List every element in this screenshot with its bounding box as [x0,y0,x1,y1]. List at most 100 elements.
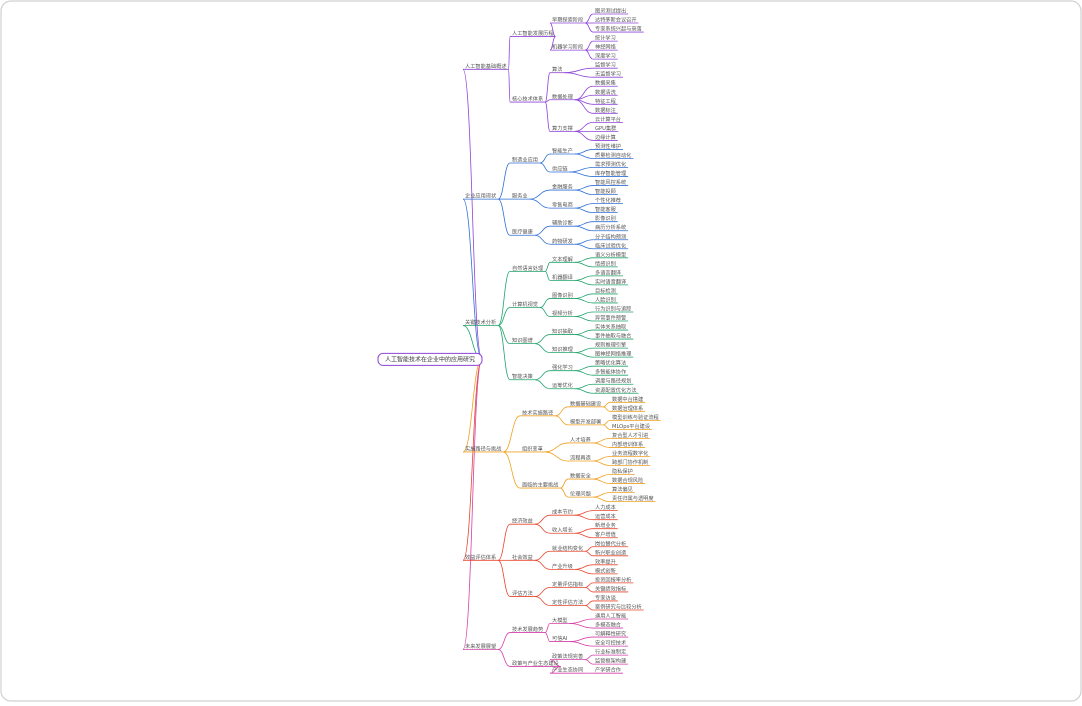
node-label: 数据处理 [552,92,574,100]
leaf-label: 特征工程 [595,97,616,105]
connector [539,298,551,308]
leaf-label: 模型训练与验证流程 [612,413,659,421]
leaf-label: 新增业务 [595,521,616,529]
connector [544,270,551,281]
leaf-label: 跨部门协作机制 [612,458,648,466]
leaf-label: 智能风控系统 [595,178,626,186]
leaf-label: 多语言翻译 [595,268,622,276]
leaf-label: 需求预测优化 [595,160,626,168]
leaf-label: 多模态融合 [595,621,622,629]
node-label: 产业生态协同 [552,666,583,674]
node-label: 自然语言处理 [512,264,544,272]
leaf-label: 专家访谈 [595,593,617,601]
node-label: 早期探索阶段 [552,16,583,24]
connector [529,189,551,200]
leaf-label: 质量检测自动化 [595,151,631,159]
connector [497,523,511,561]
leaf-label: 智能投顾 [595,187,616,195]
leaf-label: 安全可控技术 [595,639,626,647]
connector [539,153,551,164]
node-label: 社会效益 [512,553,533,561]
node-label: 流程再造 [570,453,592,461]
connector [539,162,551,173]
leaf-label: 人脸识别 [595,295,616,303]
node-label: 智能决策 [512,372,534,380]
connector [585,605,594,611]
node-label: 供应链 [552,165,568,173]
node-label: 文本理解 [552,255,573,263]
connector [498,649,511,667]
connector [544,623,551,633]
leaf-label: 事件抽取与融合 [595,332,632,340]
connector [544,72,551,103]
connector [592,478,611,484]
connector [503,415,521,453]
node-label: 知识图谱 [512,336,533,344]
connector [574,261,594,268]
connector [497,270,511,326]
connector [574,207,594,214]
connector [592,442,611,448]
connector [574,298,594,304]
connector [574,225,594,232]
connector [534,523,551,534]
node-label: 技术发展趋势 [512,625,543,633]
node-label: 运筹优化 [552,381,573,389]
node-label: 机器翻译 [552,273,574,281]
leaf-label: 情感识别 [595,259,616,267]
node-label: 人才培养 [570,435,591,443]
node-label: 机器学习阶段 [552,43,583,51]
connector [555,415,569,426]
leaf-label: 异常事件预警 [595,314,626,322]
node-label: 实施路径与挑战 [465,444,502,452]
leaf-label: 行业标准制定 [595,648,626,656]
connector [574,568,594,575]
connector [539,307,551,317]
leaf-label: 深度学习 [595,52,616,60]
node-label: 关键技术分析 [465,318,496,326]
node-label: 模型开发部署 [570,417,601,425]
node-label: 数据安全 [570,472,592,480]
root-box [377,352,483,366]
leaf-label: 策略优化算法 [595,359,626,367]
leaf-label: 数据清洗 [595,88,617,96]
node-label: 智能生产 [552,146,573,154]
connector [497,325,511,381]
connector [534,514,551,525]
node-label: 企业应用现状 [465,192,497,200]
leaf-label: 预测性维护 [595,142,621,150]
leaf-label: 关键绩效指标 [595,584,626,592]
connector [574,352,594,358]
node-label: 数据基础建设 [570,399,601,407]
connector [603,406,611,412]
leaf-label: 智能客服 [595,205,617,213]
node-label: 零售电商 [552,201,573,209]
connector [574,130,594,141]
leaf-label: 数据治理体系 [612,404,643,412]
leaf-label: 目标检测 [595,286,616,294]
leaf-label: 数据采集 [595,79,617,87]
leaf-label: 内部培训体系 [612,440,643,448]
connector [574,189,594,195]
leaf-label: MLOps平台建设 [612,422,650,430]
connector [462,358,483,650]
connector [534,334,551,344]
leaf-label: 数据标注 [595,106,616,114]
leaf-label: 多智能体协作 [595,368,626,376]
connector [569,171,594,177]
node-label: 算力支撑 [552,124,573,132]
node-label: 人工智能基础概述 [465,62,507,70]
connector [574,370,594,376]
connector [569,641,594,647]
node-label: 评估方法 [512,589,533,597]
leaf-label: 规则推理引擎 [595,341,626,349]
connector [585,22,594,33]
leaf-label: 专家系统兴起与衰落 [595,25,643,33]
leaf-label: 监管框架构建 [595,657,626,665]
node-label: 就业结构变化 [552,544,583,552]
connector [574,99,594,114]
leaf-label: 新兴职业创造 [595,548,627,556]
connector [574,388,594,394]
connector [603,424,611,430]
